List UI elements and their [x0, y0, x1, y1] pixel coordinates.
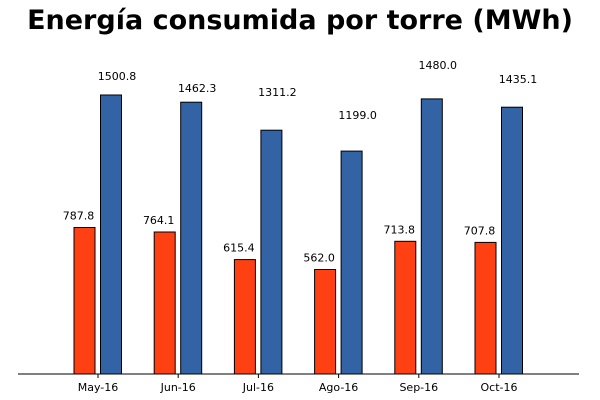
data-label-series-1-may-16: 787.8	[63, 210, 95, 223]
data-label-series-1-jun-16: 764.1	[143, 214, 175, 227]
bar-series-1-ago-16	[314, 269, 337, 375]
data-label-series-2-jun-16: 1462.3	[178, 82, 217, 95]
bar-series-1-jul-16	[233, 259, 256, 375]
x-tick-label-jun-16: Jun-16	[160, 381, 196, 394]
x-tick-label-jul-16: Jul-16	[242, 381, 274, 394]
data-label-series-2-jul-16: 1311.2	[258, 86, 297, 99]
data-label-series-2-may-16: 1500.8	[98, 70, 137, 83]
data-label-series-2-oct-16: 1435.1	[499, 73, 538, 86]
data-label-series-1-ago-16: 562.0	[303, 252, 335, 265]
bar-series-1-oct-16	[474, 241, 497, 375]
data-label-series-1-oct-16: 707.8	[464, 224, 496, 237]
x-ticks-layer: May-16 Jun-16 Jul-16 Ago-16 Sep-16 Oct-16	[78, 374, 518, 394]
x-tick-label-sep-16: Sep-16	[399, 381, 438, 394]
bar-series-2-oct-16	[501, 106, 523, 375]
bar-series-2-sep-16	[420, 98, 443, 375]
x-tick-label-ago-16: Ago-16	[319, 381, 358, 394]
bar-series-2-jun-16	[180, 101, 203, 375]
bars-layer	[73, 94, 523, 375]
bar-series-2-ago-16	[340, 150, 363, 375]
data-label-series-1-sep-16: 713.8	[384, 223, 416, 236]
bar-series-1-may-16	[73, 227, 96, 375]
bar-series-1-sep-16	[394, 240, 417, 375]
x-tick-label-oct-16: Oct-16	[481, 381, 518, 394]
x-tick-label-may-16: May-16	[78, 381, 119, 394]
bar-series-2-may-16	[100, 94, 122, 375]
bar-series-2-jul-16	[260, 129, 283, 375]
chart-title: Energía consumida por torre (MWh)	[27, 5, 573, 36]
data-label-series-2-sep-16: 1480.0	[419, 59, 458, 72]
bar-series-1-jun-16	[153, 231, 176, 375]
data-label-series-2-ago-16: 1199.0	[338, 109, 377, 122]
data-labels-layer: 787.8 1500.8 764.1 1462.3 615.4 1311.2 562.0 11…	[63, 59, 538, 265]
data-label-series-1-jul-16: 615.4	[223, 242, 255, 255]
